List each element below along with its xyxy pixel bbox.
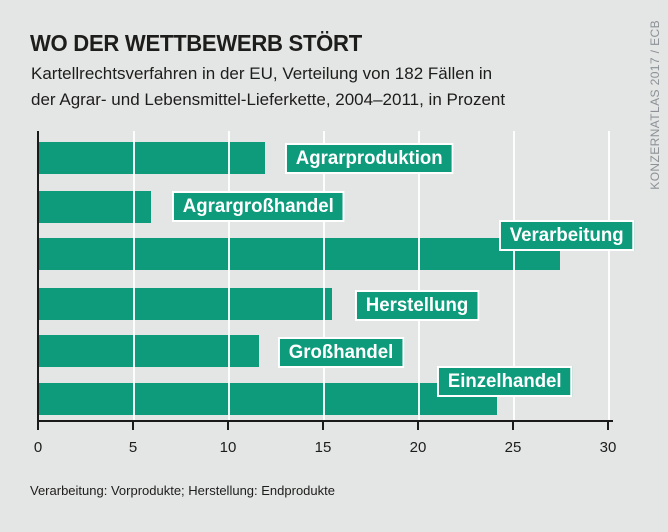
- bar-label-herstellung: Herstellung: [355, 290, 480, 321]
- gridline-20: [418, 131, 420, 420]
- bar-label-grohandel: Großhandel: [278, 337, 405, 368]
- tick-30: [607, 422, 609, 430]
- tick-label-0: 0: [33, 439, 43, 456]
- tick-label-5: 5: [128, 439, 138, 456]
- bar-label-einzelhandel: Einzelhandel: [437, 366, 573, 397]
- tick-0: [37, 422, 39, 430]
- gridline-25: [513, 131, 515, 420]
- tick-20: [417, 422, 419, 430]
- tick-label-15: 15: [314, 439, 332, 456]
- tick-5: [132, 422, 134, 430]
- gridline-5: [133, 131, 135, 420]
- bar-herstellung: [39, 288, 332, 320]
- bar-verarbeitung: [39, 238, 560, 270]
- page-title: WO DER WETTBEWERB STÖRT: [30, 30, 362, 56]
- source-credit: KONZERNATLAS 2017 / ECB: [648, 20, 662, 190]
- subtitle-line-1: Kartellrechtsverfahren in der EU, Vertei…: [31, 64, 493, 83]
- bar-label-agrarproduktion: Agrarproduktion: [285, 143, 454, 174]
- x-axis-line: [37, 420, 613, 422]
- bar-agrargrohandel: [39, 191, 152, 223]
- bar-label-agrargrohandel: Agrargroßhandel: [172, 191, 345, 222]
- tick-label-30: 30: [599, 439, 617, 456]
- bar-einzelhandel: [39, 383, 497, 415]
- tick-25: [512, 422, 514, 430]
- chart-subtitle: Kartellrechtsverfahren in der EU, Vertei…: [31, 61, 505, 113]
- footnote: Verarbeitung: Vorprodukte; Herstellung: …: [30, 483, 335, 498]
- bar-label-verarbeitung: Verarbeitung: [499, 220, 635, 251]
- tick-label-20: 20: [409, 439, 427, 456]
- gridline-15: [323, 131, 325, 420]
- subtitle-line-2: der Agrar- und Lebensmittel-Lieferkette,…: [31, 90, 506, 109]
- y-axis-line: [37, 131, 39, 422]
- tick-15: [322, 422, 324, 430]
- bar-grohandel: [39, 335, 260, 367]
- gridline-30: [608, 131, 610, 420]
- tick-label-10: 10: [219, 439, 237, 456]
- bar-agrarproduktion: [39, 142, 266, 174]
- tick-label-25: 25: [504, 439, 522, 456]
- plot-area: [39, 131, 611, 420]
- gridline-10: [228, 131, 230, 420]
- tick-10: [227, 422, 229, 430]
